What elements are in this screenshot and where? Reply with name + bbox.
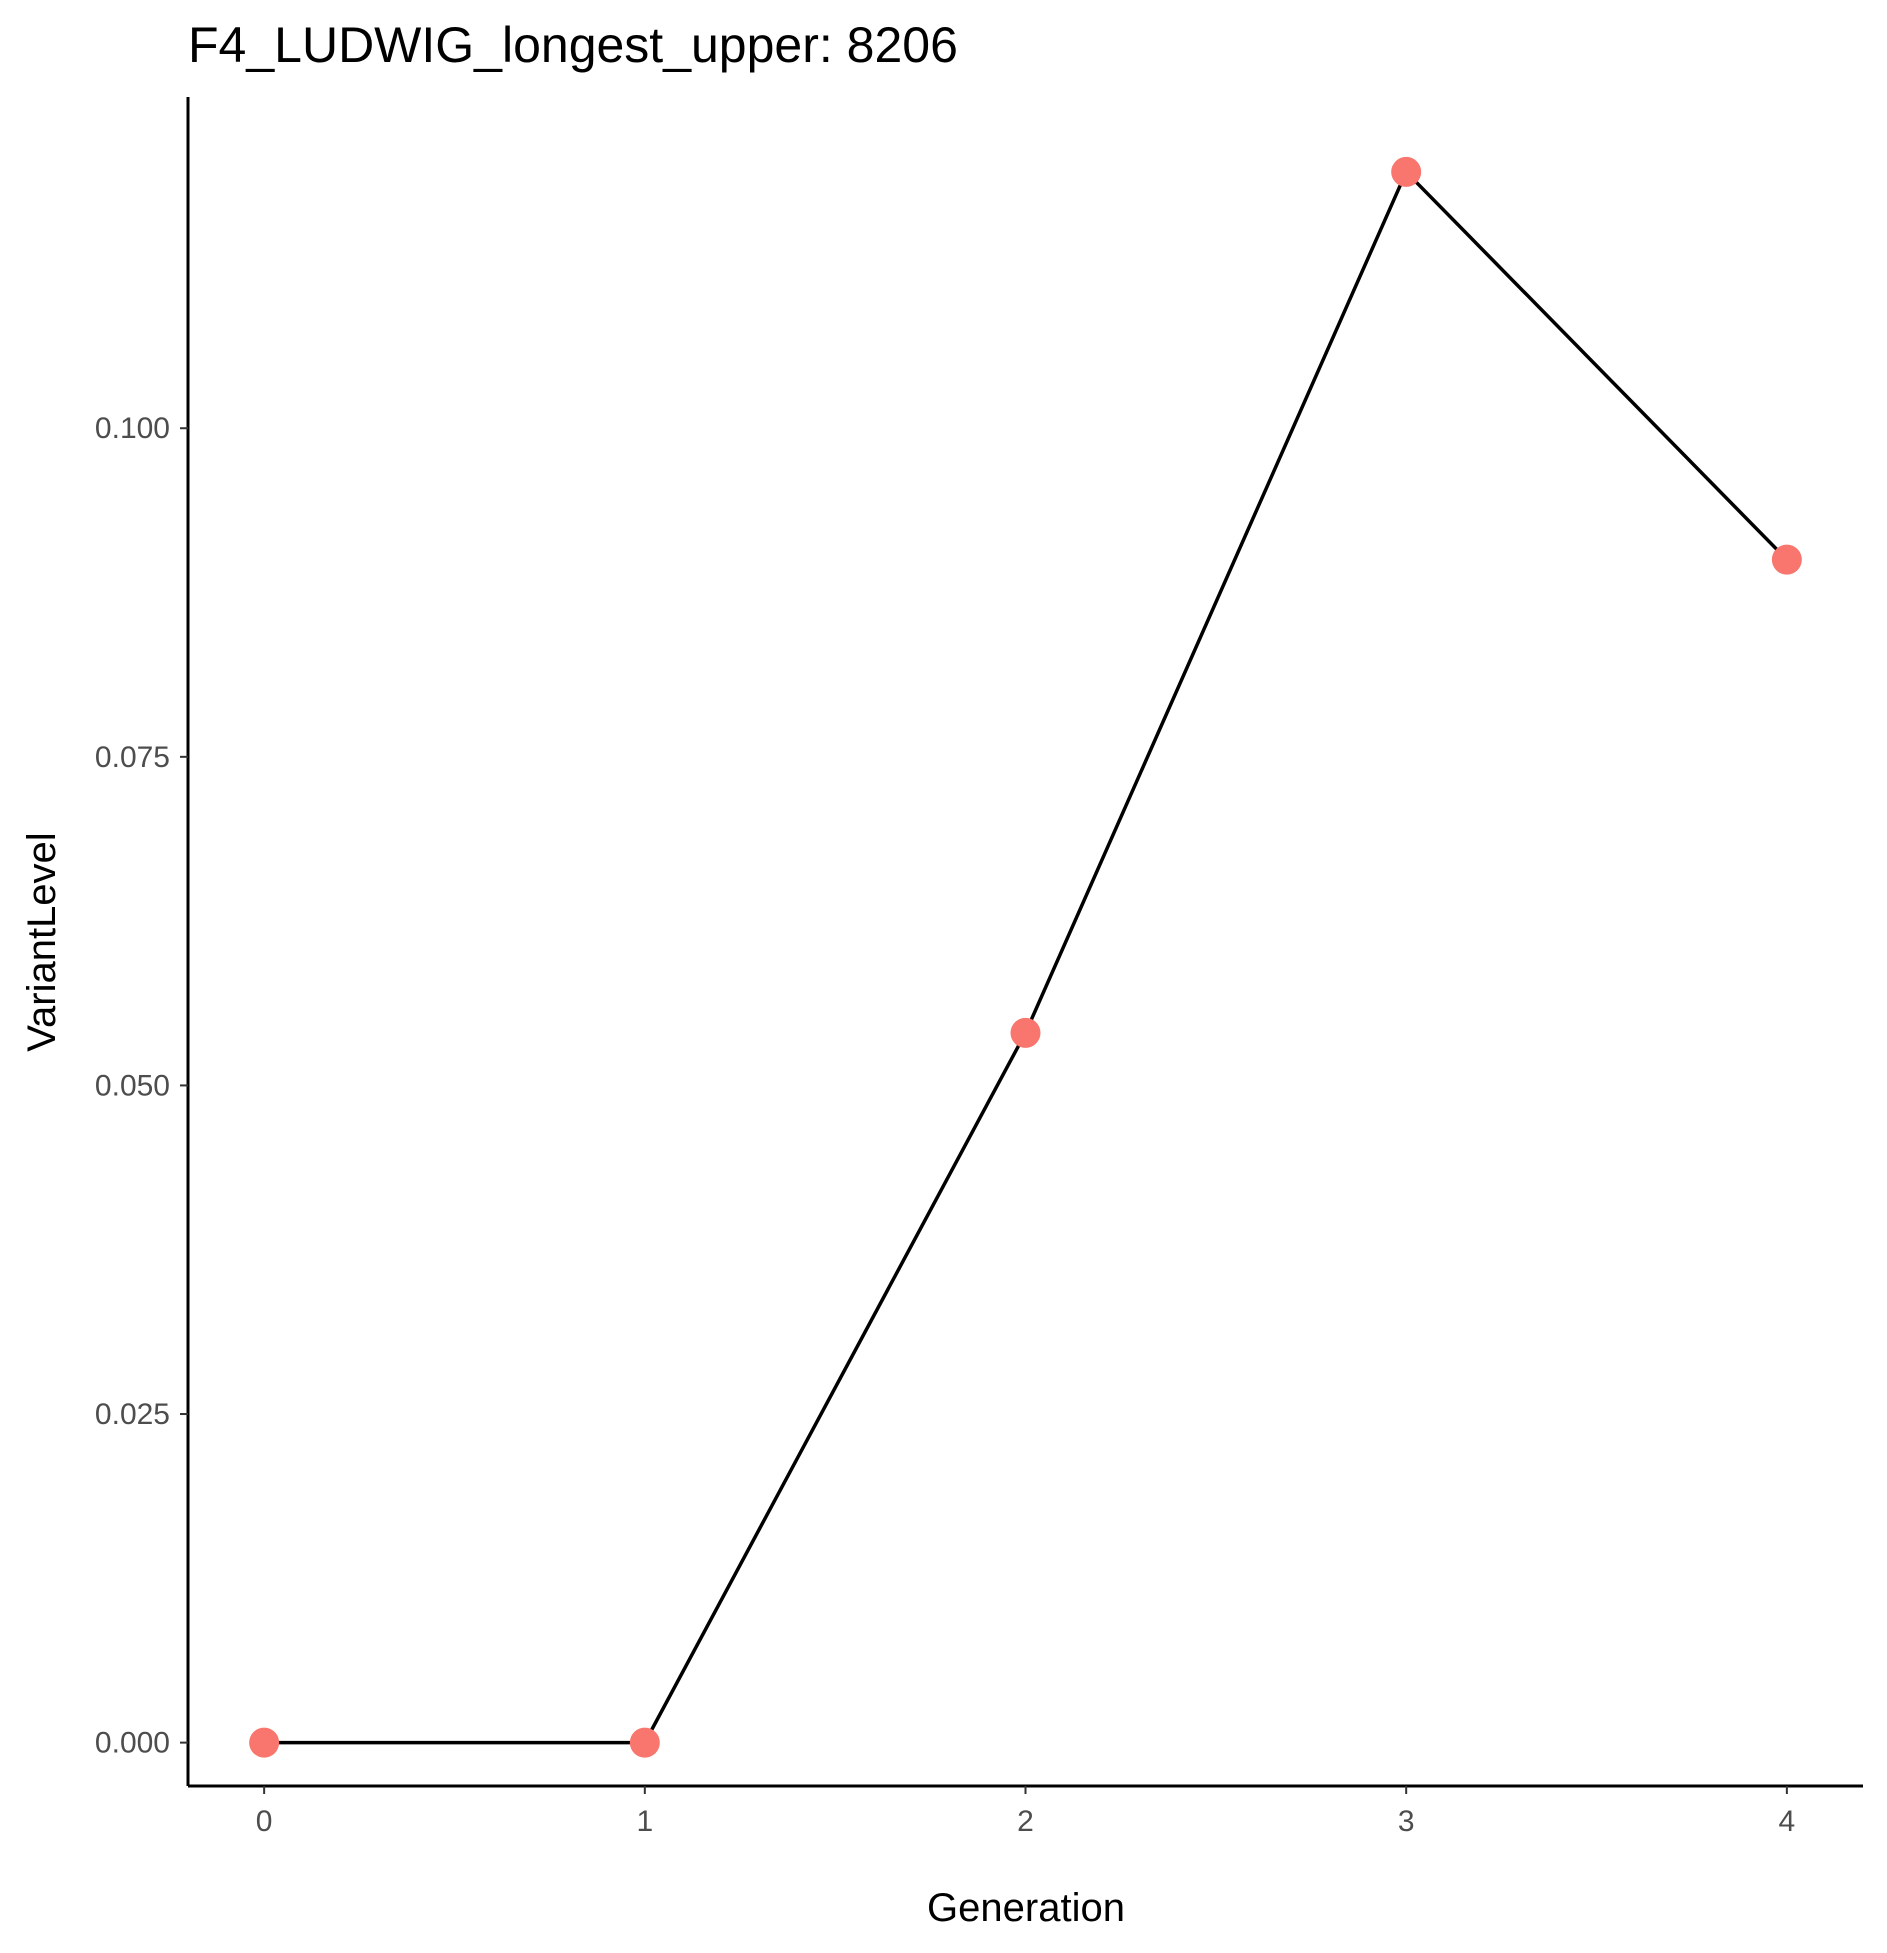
y-tick-label: 0.025 [95, 1398, 170, 1431]
x-tick-label: 0 [256, 1805, 273, 1838]
x-tick-label: 3 [1398, 1805, 1415, 1838]
data-point [1771, 544, 1802, 575]
x-tick-labels: 0 1 2 3 4 [256, 1786, 1795, 1838]
data-point [1391, 156, 1422, 187]
data-point [249, 1727, 280, 1758]
x-axis-title: Generation [927, 1886, 1125, 1930]
series-line [264, 170, 1789, 1745]
x-tick-label: 4 [1779, 1805, 1796, 1838]
y-tick-label: 0.000 [95, 1727, 170, 1760]
y-axis-title: VariantLevel [20, 832, 64, 1051]
y-tick-label: 0.100 [95, 412, 170, 445]
y-tick-label: 0.050 [95, 1069, 170, 1102]
data-point [629, 1727, 660, 1758]
y-tick-labels: 0.000 0.025 0.050 0.075 0.100 [95, 412, 188, 1760]
data-point [1010, 1017, 1041, 1048]
chart-title: F4_LUDWIG_longest_upper: 8206 [188, 17, 958, 73]
y-tick-label: 0.075 [95, 741, 170, 774]
x-tick-label: 1 [636, 1805, 653, 1838]
series-points-group [249, 156, 1802, 1758]
x-tick-label: 2 [1017, 1805, 1034, 1838]
series-line-group [264, 170, 1789, 1745]
